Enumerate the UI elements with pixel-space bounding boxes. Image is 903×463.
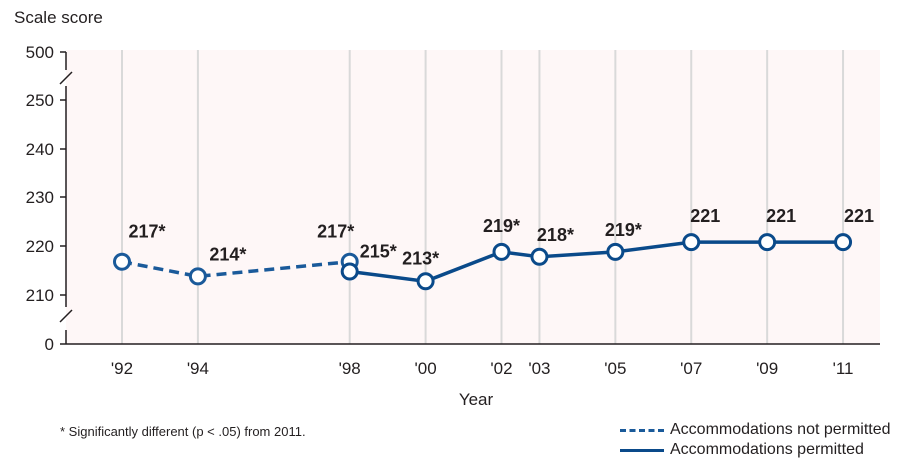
data-label-not-permitted-1998: 217* [317,222,354,242]
data-point-not-permitted-1994 [188,267,207,286]
axis-break-mark-upper [59,71,73,85]
footnote: * Significantly different (p < .05) from… [60,424,306,439]
axis-break-mark-lower [59,309,73,323]
data-point-not-permitted-1992 [113,252,131,271]
data-label-permitted-2000: 213* [402,248,439,268]
y-tick-label-500: 500 [26,43,54,62]
data-point-permitted-2005 [606,242,625,261]
x-tick-label-07: '07 [680,359,702,378]
x-tick-labels: '92 '94 '98 '00 '02 '03 '05 '07 '09 '11 [111,359,854,378]
x-tick-label-05: '05 [604,359,626,378]
plot-background [66,50,880,344]
x-tick-label-02: '02 [490,359,512,378]
data-label-not-permitted-1994: 214* [209,244,246,264]
data-label-permitted-2002: 219* [483,216,520,236]
legend-label-not-permitted: Accommodations not permitted [670,421,891,438]
x-axis-title: Year [459,390,494,409]
data-point-permitted-2002 [492,242,511,261]
data-point-permitted-2011 [834,233,853,252]
y-tick-label-240: 240 [26,140,54,159]
x-tick-label-98: '98 [339,359,361,378]
x-tick-label-09: '09 [756,359,778,378]
data-point-permitted-2009 [758,233,777,252]
data-point-permitted-1998 [340,262,359,281]
data-label-permitted-2007: 221 [690,206,720,226]
data-point-permitted-2003 [530,247,549,266]
legend-label-permitted: Accommodations permitted [670,441,864,458]
data-label-permitted-2011: 221 [844,206,874,226]
series-line-not-permitted [121,259,350,279]
axes [59,51,880,345]
data-labels: 217* 214* 217* 215* 213* 219* 218* 219* 221 221 22… [128,206,874,268]
data-label-permitted-2003: 218* [537,225,574,245]
series-line-permitted [349,240,844,284]
solid-line-icon [620,448,664,452]
y-tick-label-250: 250 [26,91,54,110]
data-label-not-permitted-1992: 217* [128,222,165,242]
y-axis-title: Scale score [14,8,103,27]
data-point-permitted-2000 [416,272,435,291]
data-label-permitted-2005: 219* [605,220,642,240]
x-tick-label-11: '11 [833,359,854,378]
x-tick-label-94: '94 [187,359,209,378]
plot-band [66,50,880,344]
data-point-permitted-2007 [682,233,701,252]
legend-item-not-permitted: Accommodations not permitted [620,420,891,440]
legend-item-permitted: Accommodations permitted [620,440,891,460]
dashed-line-icon [620,428,664,432]
x-tick-label-00: '00 [415,359,437,378]
data-markers [113,233,853,291]
y-tick-label-220: 220 [26,237,54,256]
x-tick-label-03: '03 [528,359,550,378]
x-tick-label-92: '92 [111,359,133,378]
series-lines [121,240,844,284]
data-label-permitted-1998: 215* [360,242,397,262]
legend: Accommodations not permitted Accommodati… [620,420,891,460]
y-tick-label-230: 230 [26,188,54,207]
data-label-permitted-2009: 221 [766,206,796,226]
y-tick-labels: 500 250 240 230 220 210 0 [26,43,54,354]
y-tick-label-0: 0 [45,335,54,354]
y-tick-label-210: 210 [26,286,54,305]
grid-lines [121,50,845,344]
